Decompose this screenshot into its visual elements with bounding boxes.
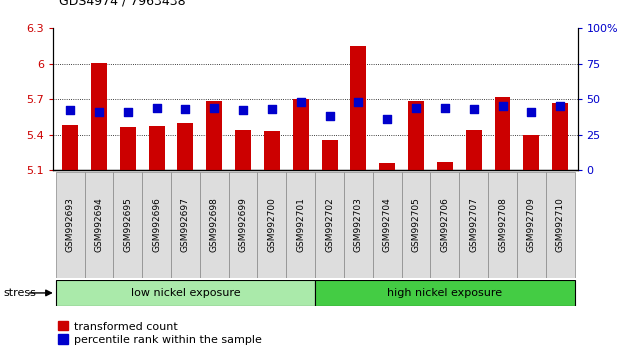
Bar	[495, 97, 510, 170]
Text: GSM992699: GSM992699	[238, 197, 248, 252]
Bar	[322, 141, 337, 170]
FancyBboxPatch shape	[200, 172, 229, 278]
Bar	[552, 103, 568, 170]
Text: GSM992693: GSM992693	[66, 197, 75, 252]
Text: GSM992697: GSM992697	[181, 197, 190, 252]
FancyBboxPatch shape	[258, 172, 286, 278]
Point	[152, 105, 161, 110]
Text: GSM992703: GSM992703	[354, 197, 363, 252]
Point	[181, 106, 191, 112]
Text: GSM992700: GSM992700	[268, 197, 276, 252]
Text: high nickel exposure: high nickel exposure	[388, 288, 502, 298]
Point	[209, 105, 219, 110]
Point	[383, 116, 392, 122]
Bar	[178, 123, 193, 170]
Text: GSM992694: GSM992694	[94, 198, 104, 252]
Text: GSM992695: GSM992695	[123, 197, 132, 252]
FancyBboxPatch shape	[171, 172, 200, 278]
FancyBboxPatch shape	[517, 172, 546, 278]
FancyBboxPatch shape	[315, 280, 574, 306]
Text: GSM992696: GSM992696	[152, 197, 161, 252]
Bar	[120, 127, 135, 170]
Text: GSM992701: GSM992701	[296, 197, 306, 252]
Bar	[206, 102, 222, 170]
Point	[325, 113, 335, 119]
FancyBboxPatch shape	[460, 172, 488, 278]
Point	[527, 109, 537, 115]
Bar	[91, 63, 107, 170]
FancyBboxPatch shape	[229, 172, 258, 278]
FancyBboxPatch shape	[546, 172, 574, 278]
Bar	[524, 135, 539, 170]
Bar	[293, 99, 309, 170]
Point	[469, 106, 479, 112]
FancyBboxPatch shape	[315, 172, 344, 278]
Bar	[437, 162, 453, 170]
Text: low nickel exposure: low nickel exposure	[130, 288, 240, 298]
Text: stress: stress	[3, 288, 36, 298]
FancyBboxPatch shape	[373, 172, 402, 278]
Point	[296, 99, 306, 105]
Text: GSM992706: GSM992706	[440, 197, 450, 252]
Point	[555, 103, 565, 109]
Point	[94, 109, 104, 115]
Text: GSM992698: GSM992698	[210, 197, 219, 252]
Text: GSM992704: GSM992704	[383, 198, 392, 252]
FancyBboxPatch shape	[402, 172, 430, 278]
FancyBboxPatch shape	[142, 172, 171, 278]
Bar	[235, 130, 251, 170]
Point	[440, 105, 450, 110]
Point	[267, 106, 277, 112]
Legend: transformed count, percentile rank within the sample: transformed count, percentile rank withi…	[58, 321, 262, 345]
Bar	[264, 131, 280, 170]
FancyBboxPatch shape	[286, 172, 315, 278]
Text: GSM992708: GSM992708	[498, 197, 507, 252]
Bar	[350, 46, 366, 170]
Text: GDS4974 / 7963438: GDS4974 / 7963438	[59, 0, 186, 7]
FancyBboxPatch shape	[488, 172, 517, 278]
FancyBboxPatch shape	[84, 172, 113, 278]
Bar	[148, 126, 165, 170]
Point	[497, 103, 507, 109]
Text: GSM992709: GSM992709	[527, 197, 536, 252]
Point	[65, 108, 75, 113]
FancyBboxPatch shape	[344, 172, 373, 278]
Bar	[379, 163, 395, 170]
Point	[238, 108, 248, 113]
Text: GSM992702: GSM992702	[325, 198, 334, 252]
Bar	[466, 130, 482, 170]
FancyBboxPatch shape	[56, 172, 84, 278]
FancyBboxPatch shape	[113, 172, 142, 278]
Text: GSM992705: GSM992705	[412, 197, 420, 252]
Bar	[62, 125, 78, 170]
FancyBboxPatch shape	[56, 280, 315, 306]
Text: GSM992710: GSM992710	[556, 197, 564, 252]
Point	[411, 105, 421, 110]
Point	[123, 109, 133, 115]
Text: GSM992707: GSM992707	[469, 197, 478, 252]
FancyBboxPatch shape	[430, 172, 460, 278]
Point	[353, 99, 363, 105]
Bar	[408, 102, 424, 170]
